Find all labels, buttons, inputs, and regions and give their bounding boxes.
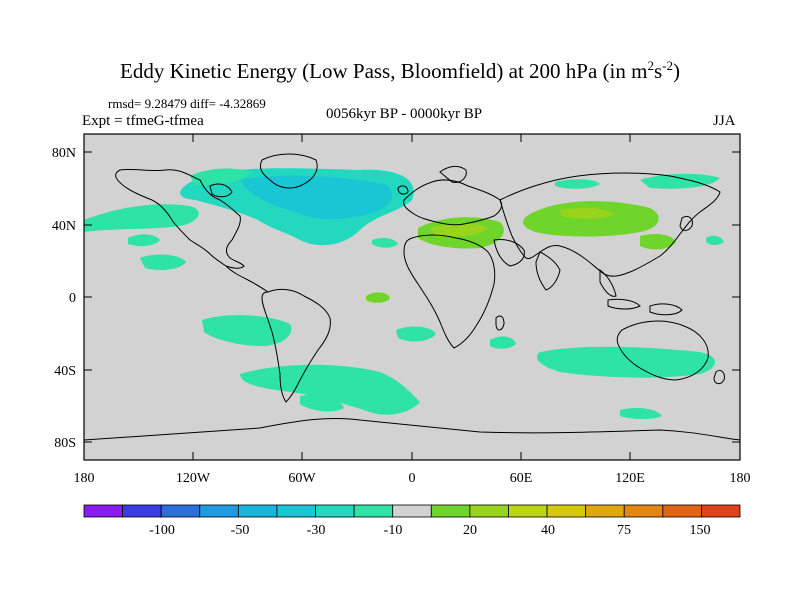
coastline-australia [616, 320, 709, 381]
experiment-label: Expt = tfmeG-tfmea [82, 113, 204, 129]
colorbar-label: -50 [231, 523, 250, 538]
colorbar-label: -10 [384, 523, 403, 538]
colorbar-swatch [623, 504, 664, 518]
stats-text: rmsd= 9.28479 diff= -4.32869 [108, 96, 266, 111]
colorbar-swatch [83, 504, 123, 518]
coastline-europe [403, 179, 503, 226]
anomaly-region-pacific-east-small [706, 235, 724, 245]
anomaly-region-central-asia-core [560, 207, 615, 219]
anomaly-region-indian-ocean-small [490, 336, 516, 349]
anomaly-region-central-asia [523, 201, 659, 237]
y-tick-label: 0 [69, 291, 76, 306]
colorbar-label: 40 [541, 523, 555, 538]
colorbar-swatch [585, 504, 625, 518]
coastline-antarctica [84, 417, 740, 441]
anomaly-region-equatorial-atlantic [366, 292, 390, 303]
x-tick-label: 60W [288, 471, 316, 486]
colorbar-swatch [122, 504, 162, 518]
anomaly-region-south-atlantic [396, 326, 436, 342]
colorbar-label: 20 [463, 523, 477, 538]
y-tick-label: 80N [52, 146, 76, 161]
anomaly-region-arctic-east [555, 179, 600, 189]
coastline-south-america [261, 288, 331, 403]
anomaly-region-arctic-asia [640, 173, 720, 189]
colorbar-label: 150 [690, 523, 711, 538]
season-label: JJA [713, 113, 736, 129]
coastlines [84, 153, 740, 441]
y-tick-label: 80S [54, 436, 76, 451]
colorbar [83, 504, 741, 518]
coastline-scandinavia [439, 165, 467, 183]
x-tick-label: 120E [615, 471, 645, 486]
anomaly-region-south-pacific-2 [620, 408, 662, 419]
anomaly-region-south-america-south [300, 394, 344, 412]
coastline-central-america [225, 265, 269, 293]
coastline-asia [499, 172, 721, 277]
colorbar-label: -30 [307, 523, 326, 538]
coastline-new-zealand [713, 369, 725, 385]
anomaly-region-east-pacific [140, 254, 186, 270]
coastline-japan [679, 215, 693, 231]
x-tick-label: 0 [409, 471, 416, 486]
coastline-new-guinea [649, 303, 683, 316]
x-tick-label: 120W [176, 471, 211, 486]
colorbar-swatch [392, 504, 432, 518]
colorbar-swatch [160, 504, 201, 518]
coastline-southeast-asia [599, 268, 617, 297]
coastline-british-isles [397, 185, 409, 195]
coastline-north-america [115, 168, 245, 269]
colorbar-swatch [508, 504, 548, 518]
colorbar-swatch [469, 504, 509, 518]
y-tick-labels: 80N 40N 0 40S 80S [52, 146, 76, 451]
anomaly-region-north-atlantic-core [240, 175, 393, 220]
coastline-indonesia [607, 298, 641, 310]
coastline-arabia [493, 239, 525, 267]
coastline-madagascar [495, 315, 505, 331]
x-tick-label: 60E [510, 471, 533, 486]
colorbar-swatch [315, 504, 355, 518]
anomaly-region-north-pacific [84, 204, 199, 232]
colorbar-label: -100 [149, 523, 175, 538]
y-tick-label: 40S [54, 364, 76, 379]
colorbar-label: 75 [617, 523, 631, 538]
colorbar-swatch [237, 504, 278, 518]
colorbar-swatch [546, 504, 587, 518]
anomaly-fields [84, 168, 724, 419]
anomaly-region-mediterranean-core [430, 223, 488, 237]
coastline-greenland [259, 153, 318, 189]
colorbar-swatch [353, 504, 394, 518]
colorbar-swatch [276, 504, 316, 518]
y-ticks [84, 151, 740, 443]
colorbar-swatch [430, 504, 471, 518]
anomaly-region-east-asia [640, 234, 676, 250]
colorbar-swatch [701, 504, 741, 518]
anomaly-region-arctic [190, 168, 250, 186]
colorbar-swatch [662, 504, 702, 518]
anomaly-region-indian-ocean [536, 346, 715, 378]
anomaly-region-west-africa [372, 237, 398, 248]
period-label: 0056kyr BP - 0000kyr BP [325, 106, 483, 122]
plot-title: Eddy Kinetic Energy (Low Pass, Bloomfiel… [120, 58, 680, 83]
colorbar-labels: -100 -50 -30 -10 20 40 75 150 [149, 523, 710, 538]
anomaly-region-southern-ocean [240, 364, 420, 415]
anomaly-region-pacific-small [128, 234, 160, 247]
y-tick-label: 40N [52, 219, 76, 234]
colorbar-swatch [199, 504, 239, 518]
coastline-africa [403, 234, 496, 349]
x-ticks [83, 134, 741, 460]
x-tick-label: 180 [74, 471, 95, 486]
x-tick-label: 180 [730, 471, 751, 486]
coastline-hudson-bay [209, 183, 233, 198]
coastline-india [535, 251, 561, 291]
x-tick-labels: 180 120W 60W 0 60E 120E 180 [74, 471, 751, 486]
